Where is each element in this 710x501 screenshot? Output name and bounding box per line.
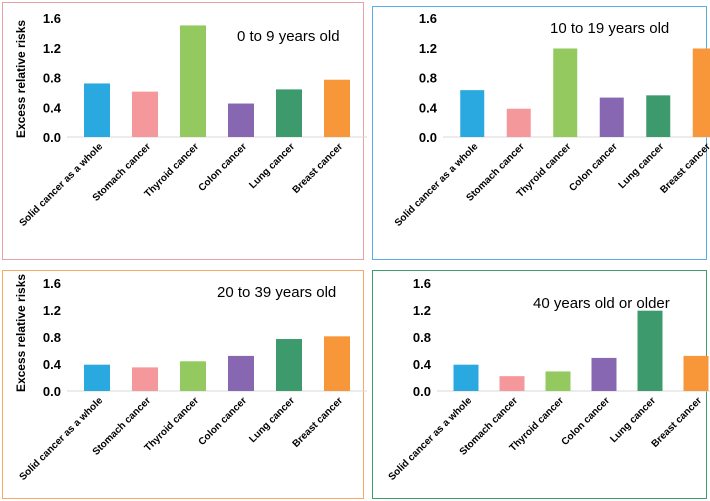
category-label: Lung cancer: [247, 141, 297, 191]
bar: [499, 376, 525, 391]
y-tick-label: 0.8: [419, 71, 437, 86]
bar: [84, 83, 110, 137]
bar: [132, 91, 158, 137]
bar: [276, 339, 302, 391]
category-label: Colon cancer: [197, 395, 250, 448]
chart-panel-0-9: 0.0 0.4 0.8 1.2 1.6 Solid cancer as a whole St…: [2, 2, 367, 260]
bar: [692, 48, 710, 137]
chart-title: 10 to 19 years old: [550, 20, 669, 37]
chart-title: 40 years old or older: [533, 295, 670, 312]
y-tick-label: 1.2: [43, 303, 61, 318]
bar: [453, 364, 479, 391]
bar: [84, 364, 110, 391]
bar: [545, 371, 571, 391]
category-label: Solid cancer as a whole: [387, 395, 475, 483]
bar: [132, 367, 158, 391]
y-tick-label: 1.6: [43, 11, 61, 26]
chart-panel-20-39: 0.0 0.4 0.8 1.2 1.6 Solid cancer as a whole St…: [2, 270, 367, 499]
y-tick-label: 0.4: [419, 100, 438, 115]
y-tick-label: 0.4: [43, 100, 62, 115]
y-tick-label: 0.0: [413, 384, 431, 399]
bar: [553, 48, 578, 137]
category-label: Colon cancer: [567, 141, 620, 194]
y-tick-label: 0.8: [413, 330, 431, 345]
chart-panel-40-plus: 0.0 0.4 0.8 1.2 1.6 Solid cancer as a whole St…: [372, 270, 710, 499]
y-tick-label: 1.6: [413, 276, 431, 291]
y-axis-label: Excess relative risks: [14, 274, 28, 392]
bar: [591, 357, 617, 391]
bar: [683, 355, 709, 391]
y-tick-label: 1.6: [419, 11, 437, 26]
chart-title: 0 to 9 years old: [237, 28, 340, 45]
bar: [228, 355, 254, 391]
bar: [228, 103, 254, 137]
bar: [646, 95, 671, 137]
category-label: Breast cancer: [291, 141, 346, 196]
bar: [460, 90, 485, 137]
y-tick-label: 0.0: [43, 384, 61, 399]
category-label: Breast cancer: [291, 395, 346, 450]
bar: [637, 310, 663, 391]
bar: [324, 336, 350, 391]
y-tick-label: 1.2: [413, 303, 431, 318]
bar: [276, 89, 302, 137]
bar: [180, 361, 206, 391]
category-label: Breast cancer: [658, 141, 710, 196]
category-label: Lung cancer: [608, 395, 658, 445]
y-tick-label: 0.4: [413, 357, 432, 372]
bar: [599, 97, 624, 137]
y-tick-label: 0.0: [419, 130, 437, 145]
chart-panel-10-19: 0.0 0.4 0.8 1.2 1.6 Solid cancer as a whole St…: [372, 6, 710, 260]
y-tick-label: 0.8: [43, 71, 61, 86]
category-label: Lung cancer: [617, 141, 667, 191]
y-tick-label: 1.6: [43, 276, 61, 291]
bar: [324, 79, 350, 137]
y-tick-label: 1.2: [43, 41, 61, 56]
category-label: Solid cancer as a whole: [18, 141, 106, 229]
chart-title: 20 to 39 years old: [217, 284, 336, 301]
category-label: Colon cancer: [197, 141, 250, 194]
y-tick-label: 0.8: [43, 330, 61, 345]
bar: [506, 108, 531, 137]
y-axis-label: Excess relative risks: [14, 20, 28, 138]
y-tick-label: 1.2: [419, 41, 437, 56]
bar: [180, 25, 206, 137]
category-label: Colon cancer: [560, 395, 613, 448]
y-tick-label: 0.0: [43, 130, 61, 145]
y-tick-label: 0.4: [43, 357, 62, 372]
category-label: Solid cancer as a whole: [18, 395, 106, 483]
category-label: Lung cancer: [247, 395, 297, 445]
category-label: Solid cancer as a whole: [393, 141, 481, 229]
